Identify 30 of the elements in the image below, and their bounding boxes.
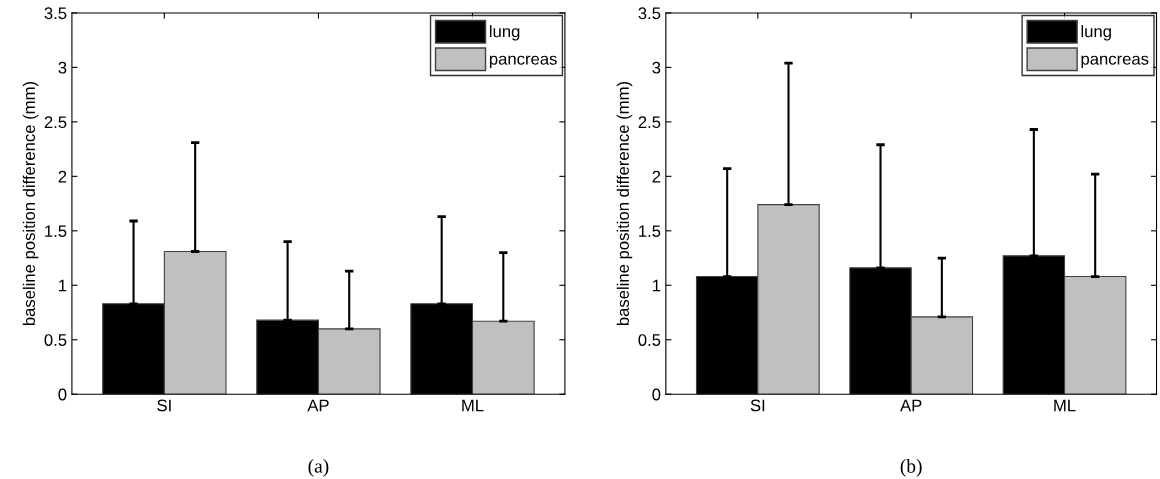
x-tick-label: SI — [750, 399, 765, 412]
y-tick-label: 0.5 — [44, 334, 67, 346]
legend-label: pancreas — [489, 55, 557, 69]
y-tick-label: 3 — [58, 61, 67, 74]
y-tick-label: 1 — [59, 279, 67, 292]
y-tick-label: 2 — [58, 170, 67, 183]
y-tick-label: 0.5 — [638, 334, 661, 346]
y-tick-label: 3.5 — [44, 7, 67, 20]
text: (a) — [308, 459, 329, 477]
legend-label: lung — [1081, 25, 1111, 41]
y-axis-title: baseline position difference (mm) — [22, 82, 39, 326]
y-tick-label: 3 — [652, 61, 661, 74]
y-tick-label: 2.5 — [44, 116, 67, 129]
y-axis-title: baseline position difference (mm) — [616, 82, 633, 326]
x-tick-label: AP — [900, 399, 922, 412]
x-tick-label: ML — [1054, 399, 1076, 412]
y-tick-label: 2 — [652, 170, 661, 183]
text: (b) — [900, 459, 922, 477]
y-tick-label: 1.5 — [639, 225, 661, 238]
y-tick-label: 1.5 — [45, 225, 67, 238]
x-tick-label: ML — [462, 399, 484, 412]
legend-label: lung — [489, 25, 520, 41]
x-tick-label: SI — [157, 399, 171, 412]
y-tick-label: 1 — [652, 279, 661, 292]
legend-label: pancreas — [1081, 55, 1149, 69]
y-tick-label: 3.5 — [638, 7, 661, 20]
y-tick-label: 0 — [58, 388, 67, 401]
y-tick-label: 0 — [652, 388, 661, 401]
y-tick-label: 2.5 — [638, 116, 661, 129]
x-tick-label: AP — [307, 399, 329, 412]
